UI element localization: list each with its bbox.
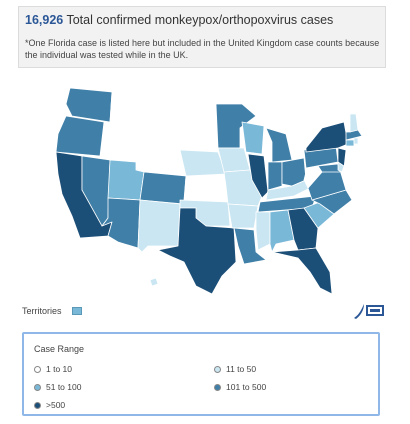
state-ny[interactable]: [305, 121, 349, 153]
state-il[interactable]: [247, 153, 269, 199]
legend-label: 101 to 500: [226, 382, 267, 392]
state-wa[interactable]: [65, 87, 113, 123]
legend-item-11-50: 11 to 50: [214, 364, 256, 374]
state-nh[interactable]: [349, 113, 359, 133]
state-mi[interactable]: [265, 127, 293, 163]
legend-swatch-1-10: [34, 365, 41, 373]
state-wi[interactable]: [241, 121, 265, 155]
legend-swatch-51-100: [34, 383, 41, 391]
state-or[interactable]: [55, 115, 105, 157]
state-az[interactable]: [101, 197, 141, 249]
legend-swatch-11-50: [214, 365, 221, 373]
summary-notice-box: 16,926 Total confirmed monkeypox/orthopo…: [18, 6, 386, 68]
territories-swatch[interactable]: [71, 307, 82, 315]
state-la[interactable]: [233, 227, 267, 265]
legend-label: 11 to 50: [226, 364, 257, 374]
case-summary: 16,926 Total confirmed monkeypox/orthopo…: [25, 13, 333, 27]
state-ri[interactable]: [353, 137, 359, 145]
legend-swatch-500-plus: [34, 401, 41, 409]
case-range-legend: Case Range 1 to 10 11 to 50 51 to 100 10…: [22, 332, 380, 416]
florida-footnote: *One Florida case is listed here but inc…: [25, 38, 380, 60]
state-me[interactable]: [353, 89, 379, 127]
territories-row: Territories: [22, 306, 82, 316]
state-fl[interactable]: [271, 247, 333, 295]
state-hi[interactable]: [149, 277, 159, 287]
state-ak[interactable]: [61, 237, 113, 273]
cdc-logo-icon: [354, 304, 384, 319]
legend-swatch-101-500: [214, 383, 221, 391]
state-de[interactable]: [337, 161, 345, 173]
state-in[interactable]: [267, 161, 283, 191]
state-tx[interactable]: [157, 207, 237, 295]
state-co[interactable]: [139, 171, 187, 205]
state-ia[interactable]: [217, 147, 251, 173]
case-count: 16,926: [25, 13, 64, 27]
legend-title: Case Range: [34, 344, 85, 354]
case-summary-label: Total confirmed monkeypox/orthopoxvirus …: [66, 13, 334, 27]
legend-label: >500: [46, 400, 66, 410]
state-wy[interactable]: [135, 131, 183, 173]
legend-label: 1 to 10: [46, 364, 72, 374]
state-ar[interactable]: [227, 203, 259, 229]
legend-item-101-500: 101 to 500: [214, 382, 266, 392]
state-md[interactable]: [317, 163, 341, 173]
state-sd[interactable]: [179, 125, 219, 153]
state-ms[interactable]: [255, 211, 271, 251]
state-nd[interactable]: [181, 101, 219, 127]
legend-item-500-plus: >500: [34, 400, 65, 410]
state-wv[interactable]: [303, 165, 323, 189]
state-nm[interactable]: [137, 199, 181, 253]
us-choropleth-map: [55, 87, 379, 295]
legend-item-51-100: 51 to 100: [34, 382, 81, 392]
legend-item-1-10: 1 to 10: [34, 364, 72, 374]
territories-label: Territories: [22, 306, 62, 316]
legend-label: 51 to 100: [46, 382, 82, 392]
state-ct[interactable]: [345, 139, 355, 147]
state-ks[interactable]: [183, 175, 227, 201]
